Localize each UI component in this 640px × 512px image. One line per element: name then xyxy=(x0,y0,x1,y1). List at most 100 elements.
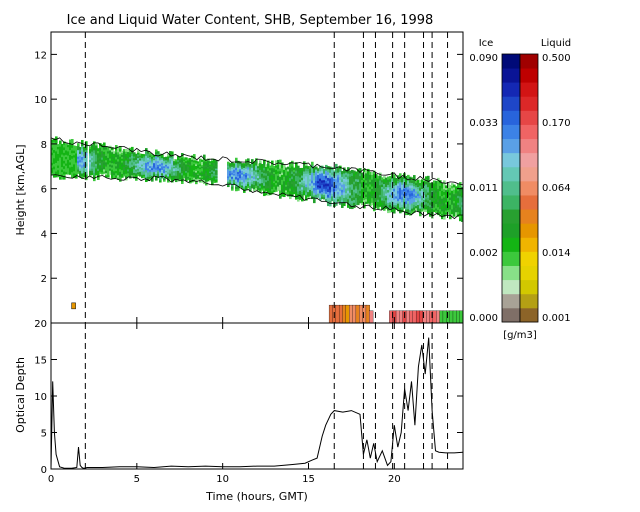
ice-cloud-cell xyxy=(239,166,242,170)
ice-cloud-cell xyxy=(371,192,374,196)
ice-cloud-cell xyxy=(159,173,162,177)
ice-cloud-cell xyxy=(79,157,82,161)
ice-cloud-cell xyxy=(339,168,342,172)
ice-cloud-cell xyxy=(117,160,120,164)
ice-cloud-cell xyxy=(265,170,268,174)
optical-depth-tick-label: 10 xyxy=(34,392,47,403)
ice-cloud-cell xyxy=(447,193,450,197)
ice-cloud-cell xyxy=(419,195,422,199)
ice-cloud-cell xyxy=(203,160,206,164)
ice-cloud-cell xyxy=(91,148,94,152)
ice-cloud-cell xyxy=(133,168,136,172)
ice-cloud-cell xyxy=(433,187,436,190)
ice-cloud-cell xyxy=(345,185,348,189)
ice-cloud-cell xyxy=(443,194,446,198)
ice-cloud-cell xyxy=(385,192,388,196)
ice-cloud-cell xyxy=(325,182,328,187)
ice-cloud-cell xyxy=(429,206,432,210)
ice-cloud-cell xyxy=(111,149,114,153)
ice-cloud-cell xyxy=(111,171,114,175)
ice-cloud-cell xyxy=(449,196,452,200)
ice-cloud-cell xyxy=(247,177,250,180)
ice-cloud-cell xyxy=(163,179,166,182)
ice-cloud-cell xyxy=(311,167,314,171)
ice-cloud-cell xyxy=(289,190,292,194)
ice-cloud-cell xyxy=(243,171,246,175)
ice-cloud-cell xyxy=(355,183,358,187)
ice-cloud-cell xyxy=(79,174,82,178)
ice-cloud-cell xyxy=(269,175,272,179)
ice-cloud-cell xyxy=(93,172,96,176)
ice-cloud-cell xyxy=(395,186,398,190)
ice-cloud-cell xyxy=(59,168,62,172)
ice-cloud-cell xyxy=(55,162,58,166)
ice-cloud-cell xyxy=(405,195,408,199)
ice-cloud-cell xyxy=(455,205,458,209)
ice-cloud-cell xyxy=(443,196,446,201)
ice-colorbar-title: Ice xyxy=(479,38,494,49)
ice-cloud-cell xyxy=(93,158,96,162)
ice-cloud-cell xyxy=(257,181,260,185)
ice-cloud-cell xyxy=(303,187,306,191)
ice-cloud-cell xyxy=(209,178,212,181)
ice-cloud-cell xyxy=(73,154,76,158)
ice-cloud-cell xyxy=(377,189,380,193)
ice-cloud-cell xyxy=(409,176,412,181)
ice-cloud-cell xyxy=(77,166,80,170)
ice-cloud-cell xyxy=(353,191,356,195)
ice-cloud-cell xyxy=(419,205,422,209)
ice-cloud-cell xyxy=(181,159,184,163)
ice-cloud-cell xyxy=(309,176,312,180)
ice-cloud-cell xyxy=(451,197,454,201)
ice-cloud-cell xyxy=(169,155,172,158)
ice-cloud-cell xyxy=(389,186,392,190)
ice-cloud-cell xyxy=(399,173,402,177)
ice-cloud-cell xyxy=(179,166,182,170)
ice-cloud-cell xyxy=(165,167,168,170)
ice-cloud-cell xyxy=(101,157,104,160)
ice-cloud-cell xyxy=(271,167,274,171)
ice-cloud-cell xyxy=(333,188,336,192)
ice-cloud-cell xyxy=(269,190,272,194)
ice-cloud-cell xyxy=(129,164,132,168)
ice-cloud-cell xyxy=(291,170,294,175)
ice-cloud-cell xyxy=(249,169,252,173)
ice-cloud-cell xyxy=(61,146,64,150)
ice-cloud-cell xyxy=(321,168,324,171)
ice-cloud-cell xyxy=(197,161,200,164)
ice-cloud-cell xyxy=(123,164,126,167)
ice-cloud-cell xyxy=(151,179,154,182)
ice-cloud-cell xyxy=(83,174,86,178)
ice-cloud-cell xyxy=(61,161,64,165)
ice-cloud-cell xyxy=(417,193,420,197)
ice-cloud-cell xyxy=(323,168,326,172)
ice-cloud-cell xyxy=(245,176,248,180)
ice-cloud-cell xyxy=(387,199,390,203)
ice-cloud-cell xyxy=(393,179,396,184)
ice-cloud-cell xyxy=(63,152,66,156)
ice-cloud-cell xyxy=(185,165,188,168)
ice-cloud-cell xyxy=(253,174,256,177)
ice-cloud-cell xyxy=(325,195,328,200)
ice-cloud-cell xyxy=(289,185,292,189)
cloud-top-line xyxy=(51,137,463,186)
ice-cloud-cell xyxy=(197,165,200,168)
ice-cloud-cell xyxy=(63,165,66,169)
ice-cloud-cell xyxy=(363,204,366,209)
ice-cloud-cell xyxy=(297,190,300,195)
ice-cloud-cell xyxy=(275,173,278,177)
ice-cloud-cell xyxy=(387,184,390,188)
ice-cloud-cell xyxy=(371,171,374,175)
ice-cloud-cell xyxy=(279,195,282,199)
ice-cloud-cell xyxy=(167,171,170,175)
ice-cloud-cell xyxy=(405,198,408,202)
ice-cloud-cell xyxy=(421,206,424,210)
ice-cloud-cell xyxy=(121,162,124,165)
ice-cloud-cell xyxy=(99,171,102,174)
ice-cloud-cell xyxy=(361,188,364,192)
ice-cloud-cell xyxy=(135,157,138,161)
liquid-colorbar-swatch xyxy=(520,251,538,266)
ice-cloud-cell xyxy=(441,203,444,207)
ice-cloud-cell xyxy=(295,164,298,169)
ice-cloud-cell xyxy=(347,195,350,200)
